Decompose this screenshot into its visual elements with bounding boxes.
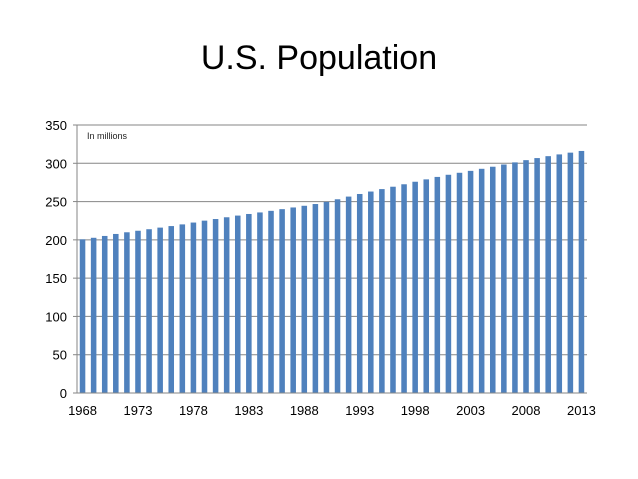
bar-1988 xyxy=(301,205,308,393)
bar-1974 xyxy=(146,229,152,393)
y-tick-label: 50 xyxy=(53,348,67,363)
bar-2011 xyxy=(556,154,563,393)
x-tick-label: 1973 xyxy=(124,403,153,418)
x-tick-label: 2008 xyxy=(512,403,541,418)
bar-1981 xyxy=(223,217,230,393)
axes xyxy=(76,125,587,394)
chart-title: U.S. Population xyxy=(200,39,438,77)
bar-1977 xyxy=(179,224,186,393)
bar-1999 xyxy=(423,179,430,393)
y-tick-label: 300 xyxy=(45,156,67,171)
bar-2002 xyxy=(456,172,463,393)
bar-1978 xyxy=(190,222,197,393)
y-tick-label: 200 xyxy=(45,233,67,248)
bar-1986 xyxy=(279,209,285,393)
bar-1993 xyxy=(356,193,363,393)
bar-2007 xyxy=(512,162,518,393)
x-tick-label: 1998 xyxy=(401,403,430,418)
y-tick-label: 100 xyxy=(45,309,67,324)
bar-1969 xyxy=(90,237,97,393)
y-tick-labels: 0 50 100 150 200 250 300 350 xyxy=(45,118,67,401)
bar-2009 xyxy=(534,158,540,393)
bar-1971 xyxy=(113,233,119,393)
x-tick-label: 2013 xyxy=(567,403,596,418)
bar-1998 xyxy=(412,181,418,393)
bar-1987 xyxy=(290,207,296,393)
bar-2012 xyxy=(567,152,574,393)
bar-1995 xyxy=(379,189,385,393)
x-tick-label: 1988 xyxy=(290,403,319,418)
bar-1982 xyxy=(234,215,241,393)
bar-2000 xyxy=(434,176,441,393)
x-tick-label: 1978 xyxy=(179,403,208,418)
bar-1975 xyxy=(157,227,163,393)
bar-1996 xyxy=(390,186,396,393)
bar-2001 xyxy=(445,174,452,393)
bar-1970 xyxy=(101,235,108,393)
units-annotation: In millions xyxy=(87,131,128,141)
bar-2013 xyxy=(578,150,585,393)
bar-1983 xyxy=(246,213,252,393)
bar-1979 xyxy=(201,220,208,393)
bar-1985 xyxy=(268,210,274,393)
y-tick-label: 0 xyxy=(60,386,67,401)
bar-2004 xyxy=(478,168,485,393)
bar-1980 xyxy=(212,219,219,393)
y-tick-label: 350 xyxy=(45,118,67,133)
bar-1994 xyxy=(368,191,374,393)
x-tick-label: 2003 xyxy=(456,403,485,418)
bar-1984 xyxy=(257,212,263,393)
x-tick-label: 1968 xyxy=(68,403,97,418)
x-tick-label: 1983 xyxy=(234,403,263,418)
bar-2006 xyxy=(501,164,507,393)
y-tick-label: 250 xyxy=(45,195,67,210)
bars xyxy=(79,150,585,393)
bar-2010 xyxy=(545,156,551,393)
x-tick-label: 1993 xyxy=(345,403,374,418)
bar-2008 xyxy=(523,160,529,393)
bar-1992 xyxy=(345,196,352,393)
bar-2005 xyxy=(489,166,496,393)
bar-1989 xyxy=(312,204,319,393)
bar-1968 xyxy=(79,239,86,393)
bar-1973 xyxy=(135,230,141,393)
bar-1972 xyxy=(124,232,130,393)
bar-1997 xyxy=(401,184,407,393)
bar-1990 xyxy=(323,201,330,393)
y-tick-label: 150 xyxy=(45,271,67,286)
bar-2003 xyxy=(467,170,474,393)
bar-1976 xyxy=(168,226,175,393)
x-tick-labels: 1968 1973 1978 1983 1988 1993 1998 2003 2008 2013 xyxy=(68,403,596,418)
bar-1991 xyxy=(334,199,341,393)
